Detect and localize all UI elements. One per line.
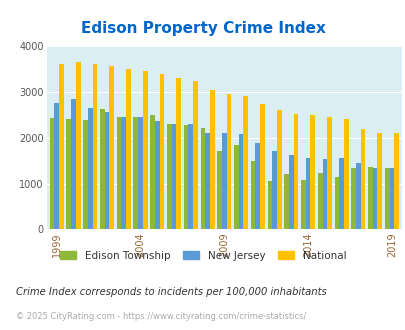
Bar xyxy=(360,129,364,229)
Bar xyxy=(377,133,381,229)
Bar xyxy=(322,159,326,229)
Bar xyxy=(176,78,181,229)
Bar xyxy=(155,121,159,229)
Bar xyxy=(250,161,255,229)
Bar xyxy=(92,64,97,229)
Bar xyxy=(121,117,126,229)
Bar xyxy=(284,174,288,229)
Bar xyxy=(388,168,393,229)
Bar xyxy=(205,133,209,229)
Bar xyxy=(66,119,71,229)
Text: Crime Index corresponds to incidents per 100,000 inhabitants: Crime Index corresponds to incidents per… xyxy=(16,287,326,297)
Text: Edison Property Crime Index: Edison Property Crime Index xyxy=(80,20,325,36)
Bar xyxy=(372,168,377,229)
Bar xyxy=(243,96,247,229)
Bar xyxy=(393,133,398,229)
Bar xyxy=(133,117,138,229)
Bar xyxy=(166,123,171,229)
Bar xyxy=(384,168,388,229)
Bar xyxy=(193,81,197,229)
Bar xyxy=(293,115,298,229)
Bar xyxy=(226,94,231,229)
Bar xyxy=(49,118,54,229)
Bar xyxy=(222,133,226,229)
Bar xyxy=(88,109,92,229)
Bar xyxy=(350,168,355,229)
Bar xyxy=(317,173,322,229)
Bar xyxy=(104,112,109,229)
Bar xyxy=(276,110,281,229)
Bar xyxy=(143,71,147,229)
Bar xyxy=(288,155,293,229)
Bar xyxy=(255,143,260,229)
Bar xyxy=(59,64,64,229)
Bar xyxy=(301,180,305,229)
Bar xyxy=(355,163,360,229)
Bar xyxy=(100,109,104,229)
Legend: Edison Township, New Jersey, National: Edison Township, New Jersey, National xyxy=(55,247,350,265)
Bar xyxy=(159,74,164,229)
Text: © 2025 CityRating.com - https://www.cityrating.com/crime-statistics/: © 2025 CityRating.com - https://www.city… xyxy=(16,312,306,321)
Bar xyxy=(238,134,243,229)
Bar xyxy=(343,119,348,229)
Bar xyxy=(126,69,130,229)
Bar xyxy=(260,104,264,229)
Bar xyxy=(326,117,331,229)
Bar xyxy=(117,117,121,229)
Bar xyxy=(150,115,155,229)
Bar xyxy=(267,181,272,229)
Bar xyxy=(171,123,176,229)
Bar xyxy=(305,158,310,229)
Bar xyxy=(339,158,343,229)
Bar xyxy=(310,115,314,229)
Bar xyxy=(334,177,339,229)
Bar xyxy=(54,103,59,229)
Bar xyxy=(76,62,80,229)
Bar xyxy=(188,123,193,229)
Bar xyxy=(183,125,188,229)
Bar xyxy=(138,117,143,229)
Bar xyxy=(217,150,222,229)
Bar xyxy=(367,167,372,229)
Bar xyxy=(209,90,214,229)
Bar xyxy=(233,145,238,229)
Bar xyxy=(83,120,88,229)
Bar xyxy=(109,66,114,229)
Bar xyxy=(272,150,276,229)
Bar xyxy=(71,99,76,229)
Bar xyxy=(200,128,205,229)
